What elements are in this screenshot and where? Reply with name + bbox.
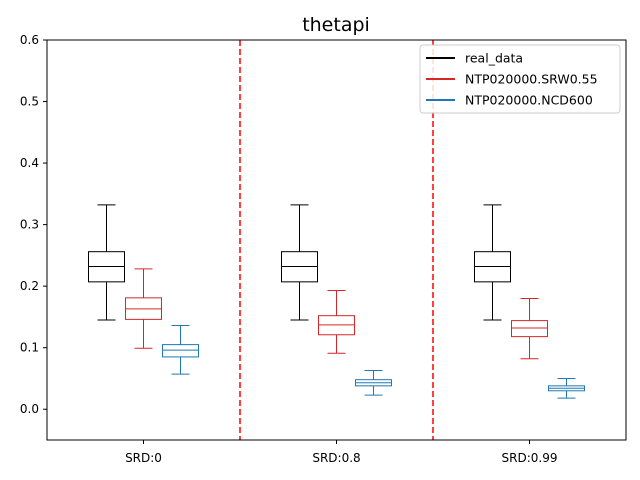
iqr-box xyxy=(162,344,199,358)
box-ntp020000-srw0-55-1 xyxy=(318,289,355,354)
legend-label: real_data xyxy=(465,51,523,66)
legend-label: NTP020000.NCD600 xyxy=(465,93,593,108)
box-ntp020000-srw0-55-2 xyxy=(511,297,548,360)
y-tick-label: 0.1 xyxy=(20,341,39,355)
box-real-data-0 xyxy=(88,204,125,321)
y-tick-label: 0.4 xyxy=(20,156,39,170)
box-ntp020000-ncd600-0 xyxy=(162,325,199,375)
x-tick-label: SRD:0.99 xyxy=(502,451,558,465)
legend-label: NTP020000.SRW0.55 xyxy=(465,72,598,87)
y-tick-label: 0.2 xyxy=(20,279,39,293)
box-ntp020000-ncd600-2 xyxy=(548,377,585,399)
x-tick-label: SRD:0.8 xyxy=(312,451,360,465)
axes-frame xyxy=(46,39,627,441)
x-tick-label: SRD:0 xyxy=(125,451,162,465)
chart-title: thetapi xyxy=(302,14,370,36)
plot-area: 0.0 0.1 0.2 0.3 0.4 0.5 0.6 SRD:0 SRD:0.8 SRD:0.9… xyxy=(20,33,585,465)
legend: real_data NTP020000.SRW0.55 NTP020000.NCD6… xyxy=(419,44,621,114)
iqr-box xyxy=(511,320,548,338)
legend-frame xyxy=(419,44,621,114)
box-ntp020000-srw0-55-0 xyxy=(125,268,162,349)
y-tick-label: 0.0 xyxy=(20,402,39,416)
y-tick-label: 0.3 xyxy=(20,218,39,232)
box-ntp020000-ncd600-1 xyxy=(355,369,392,396)
y-tick-label: 0.6 xyxy=(20,33,39,47)
y-tick-label: 0.5 xyxy=(20,95,39,109)
box-real-data-2 xyxy=(474,204,511,321)
box-real-data-1 xyxy=(281,204,318,321)
